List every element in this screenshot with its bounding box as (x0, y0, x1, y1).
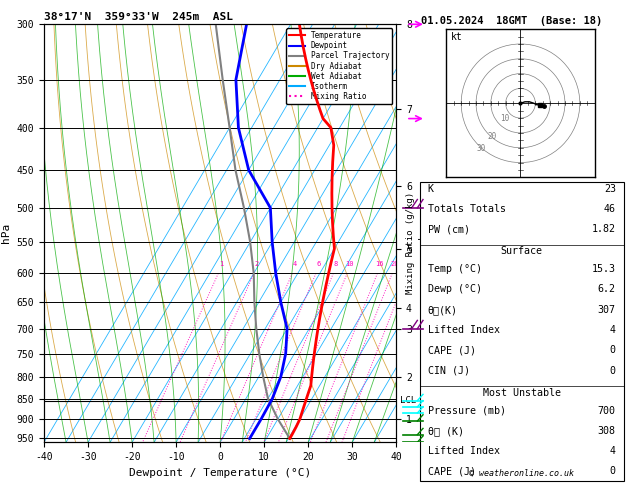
Text: 4: 4 (610, 446, 616, 456)
Text: kt: kt (451, 32, 462, 41)
Text: 38°17'N  359°33'W  245m  ASL: 38°17'N 359°33'W 245m ASL (44, 12, 233, 22)
Text: Mixing Ratio (g/kg): Mixing Ratio (g/kg) (406, 192, 415, 294)
Text: Lifted Index: Lifted Index (428, 446, 499, 456)
Text: Lifted Index: Lifted Index (428, 325, 499, 335)
Text: 30: 30 (476, 144, 486, 153)
Text: CAPE (J): CAPE (J) (428, 467, 476, 476)
Y-axis label: hPa: hPa (1, 223, 11, 243)
Text: 20: 20 (488, 132, 497, 141)
Text: θᴄ(K): θᴄ(K) (428, 305, 458, 315)
Text: 10: 10 (345, 261, 354, 267)
Text: 6.2: 6.2 (598, 284, 616, 295)
Text: 0: 0 (610, 467, 616, 476)
Text: 1.82: 1.82 (592, 225, 616, 234)
Text: 4: 4 (610, 325, 616, 335)
FancyBboxPatch shape (420, 182, 624, 481)
Text: 6: 6 (316, 261, 321, 267)
Text: PW (cm): PW (cm) (428, 225, 470, 234)
Text: θᴄ (K): θᴄ (K) (428, 426, 464, 436)
Text: 8: 8 (334, 261, 338, 267)
Text: 0: 0 (610, 366, 616, 376)
Text: 0: 0 (610, 346, 616, 355)
Text: 23: 23 (604, 184, 616, 194)
Text: Surface: Surface (501, 246, 543, 256)
Text: 700: 700 (598, 405, 616, 416)
Text: 46: 46 (604, 204, 616, 214)
Text: Dewp (°C): Dewp (°C) (428, 284, 482, 295)
Text: 2: 2 (255, 261, 259, 267)
Text: 1: 1 (219, 261, 223, 267)
Text: Most Unstable: Most Unstable (482, 388, 561, 398)
Text: © weatheronline.co.uk: © weatheronline.co.uk (469, 469, 574, 478)
Text: 308: 308 (598, 426, 616, 436)
Text: Pressure (mb): Pressure (mb) (428, 405, 506, 416)
Text: Temp (°C): Temp (°C) (428, 264, 482, 274)
Legend: Temperature, Dewpoint, Parcel Trajectory, Dry Adiabat, Wet Adiabat, Isotherm, Mi: Temperature, Dewpoint, Parcel Trajectory… (286, 28, 392, 104)
Y-axis label: km
ASL: km ASL (418, 225, 439, 242)
Text: Totals Totals: Totals Totals (428, 204, 506, 214)
Text: LCL: LCL (401, 396, 416, 405)
Text: 307: 307 (598, 305, 616, 315)
Text: 20: 20 (391, 261, 399, 267)
Text: 16: 16 (376, 261, 384, 267)
Text: K: K (428, 184, 434, 194)
Text: 01.05.2024  18GMT  (Base: 18): 01.05.2024 18GMT (Base: 18) (421, 16, 603, 26)
X-axis label: Dewpoint / Temperature (°C): Dewpoint / Temperature (°C) (129, 468, 311, 478)
Text: 4: 4 (292, 261, 297, 267)
Text: 15.3: 15.3 (592, 264, 616, 274)
Text: CIN (J): CIN (J) (428, 366, 470, 376)
Text: CAPE (J): CAPE (J) (428, 346, 476, 355)
Text: 10: 10 (500, 114, 509, 123)
